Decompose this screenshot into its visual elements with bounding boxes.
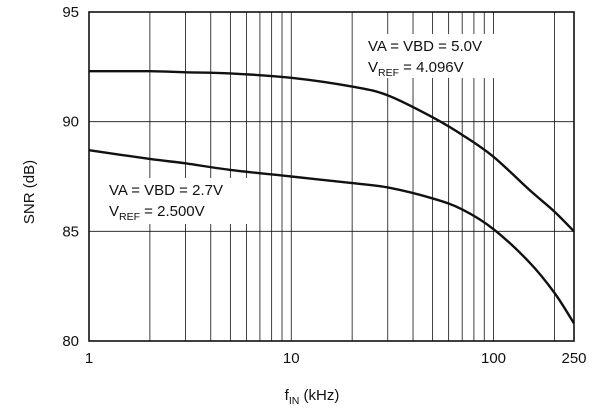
series-annotations: VA = VBD = 5.0V VREF = 4.096V VA = VBD =… (98, 34, 504, 224)
y-tick-label: 95 (62, 4, 79, 21)
annotation-2v7-line2: VREF = 2.500V (109, 203, 205, 223)
y-tick-label: 85 (62, 223, 79, 240)
x-axis-title: fIN (kHz) (285, 387, 340, 407)
y-tick-label: 80 (62, 333, 79, 350)
series-layer (88, 69, 576, 325)
y-axis-title: SNR (dB) (21, 160, 38, 224)
series-line-2v7 (88, 148, 576, 325)
annotation-5v-line2: VREF = 4.096V (368, 59, 464, 79)
annotation-5v-line1: VA = VBD = 5.0V (368, 38, 482, 55)
y-tick-labels: 80 85 90 95 (62, 4, 79, 350)
x-tick-label: 100 (481, 350, 506, 367)
y-tick-label: 90 (62, 114, 79, 131)
series-line-5v (88, 69, 575, 233)
x-tick-label: 250 (561, 350, 586, 367)
x-tick-label: 1 (85, 350, 93, 367)
annotation-5v-background (354, 34, 504, 78)
x-tick-labels: 1 10 100 250 (85, 350, 587, 367)
annotation-2v7-background (98, 178, 250, 224)
annotation-2v7-line1: VA = VBD = 2.7V (109, 182, 223, 199)
x-tick-label: 10 (283, 350, 300, 367)
plot-frame (88, 11, 575, 342)
